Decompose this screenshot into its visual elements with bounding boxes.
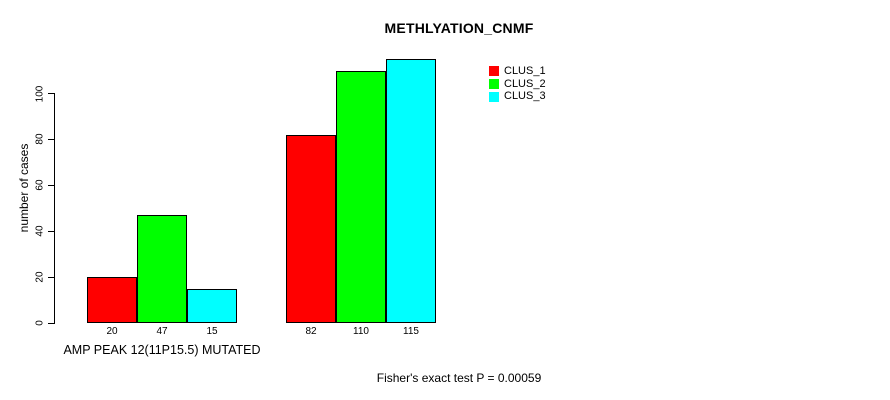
- bar-clus_3-group1: [187, 288, 237, 323]
- y-axis-tick-label: 60: [34, 179, 46, 191]
- y-axis-tick-label: 0: [34, 320, 46, 326]
- legend-swatch-clus_3: [489, 91, 499, 102]
- chart-title: METHLYATION_CNMF: [384, 20, 534, 36]
- x-axis-group-label: AMP PEAK 12(11P15.5) MUTATED: [63, 343, 261, 357]
- bar-clus_1-group1: [87, 277, 137, 323]
- y-axis-tick: [48, 138, 55, 140]
- y-axis-line: [54, 93, 55, 323]
- fisher-test-annotation: Fisher's exact test P = 0.00059: [376, 371, 542, 385]
- legend-label: CLUS_1: [504, 64, 546, 77]
- legend-label: CLUS_3: [504, 90, 546, 103]
- bar-value-label: 15: [206, 326, 218, 337]
- y-axis-tick: [48, 184, 55, 186]
- legend-item: CLUS_3: [489, 91, 546, 104]
- y-axis-tick-label: 100: [34, 85, 46, 102]
- bar-value-label: 110: [353, 326, 369, 337]
- y-axis-label: number of cases: [17, 143, 31, 233]
- bar-clus_2-group2: [336, 70, 386, 323]
- bar-value-label: 47: [156, 326, 168, 337]
- y-axis-tick: [48, 322, 55, 324]
- bar-clus_1-group2: [286, 134, 336, 323]
- legend-item: CLUS_1: [489, 65, 546, 78]
- legend: CLUS_1 CLUS_2 CLUS_3: [489, 65, 546, 103]
- legend-swatch-clus_2: [489, 79, 499, 90]
- y-axis-tick: [48, 276, 55, 278]
- y-axis-tick: [48, 230, 55, 232]
- legend-item: CLUS_2: [489, 78, 546, 91]
- y-axis-tick: [48, 93, 55, 95]
- bar-value-label: 115: [403, 326, 419, 337]
- bar-value-label: 20: [106, 326, 118, 337]
- y-axis-tick-label: 80: [34, 133, 46, 146]
- y-axis-tick-label: 40: [34, 225, 46, 237]
- legend-label: CLUS_2: [504, 77, 546, 90]
- bar-clus_2-group1: [137, 215, 187, 323]
- y-axis-tick-label: 20: [34, 271, 46, 283]
- bar-clus_3-group2: [386, 59, 436, 323]
- bar-value-label: 82: [305, 326, 317, 337]
- legend-swatch-clus_1: [489, 66, 499, 77]
